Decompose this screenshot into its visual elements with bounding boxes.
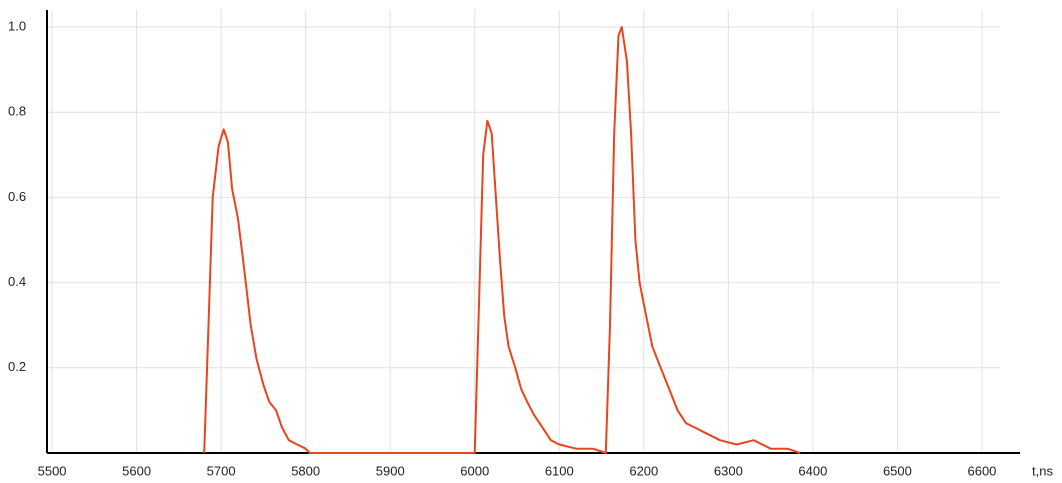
x-tick-label: 6000 xyxy=(460,463,489,478)
x-tick-label: 6500 xyxy=(883,463,912,478)
y-tick-label: 0.6 xyxy=(8,189,26,204)
y-tick-label: 0.2 xyxy=(8,359,26,374)
x-tick-label: 6200 xyxy=(629,463,658,478)
x-axis-label: t,ns xyxy=(1032,463,1053,478)
x-tick-label: 6100 xyxy=(545,463,574,478)
x-tick-label: 5700 xyxy=(207,463,236,478)
x-tick-label: 6600 xyxy=(967,463,996,478)
x-tick-label: 5600 xyxy=(122,463,151,478)
y-tick-label: 0.4 xyxy=(8,274,26,289)
x-tick-label: 5500 xyxy=(38,463,67,478)
x-tick-label: 6400 xyxy=(798,463,827,478)
y-tick-label: 0.8 xyxy=(8,104,26,119)
data-line xyxy=(203,26,801,454)
x-tick-label: 5900 xyxy=(376,463,405,478)
x-tick-label: 5800 xyxy=(291,463,320,478)
y-tick-label: 1.0 xyxy=(8,18,26,33)
x-tick-label: 6300 xyxy=(714,463,743,478)
